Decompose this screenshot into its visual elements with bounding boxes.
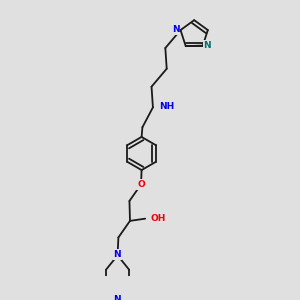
Text: N: N [113,250,121,259]
Text: N: N [203,41,211,50]
Text: O: O [137,180,145,189]
Text: N: N [172,25,179,34]
Text: N: N [113,295,121,300]
Text: OH: OH [150,214,166,223]
Text: NH: NH [159,102,174,111]
